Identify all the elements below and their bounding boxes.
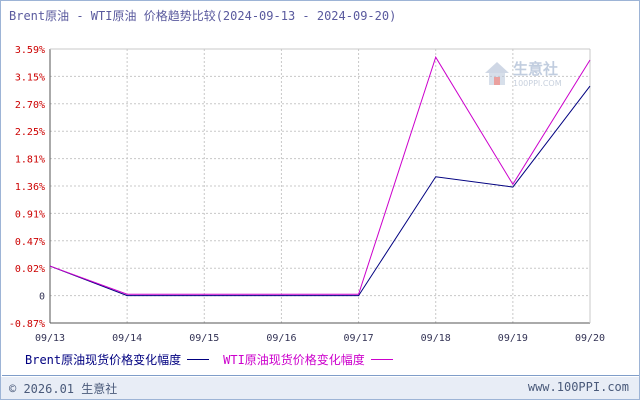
y-tick-label: 1.81% — [15, 155, 45, 166]
legend-swatch — [370, 359, 393, 360]
watermark-logo: 生意社 100PPI.COM — [481, 57, 581, 97]
legend: Brent原油现货价格变化幅度 WTI原油现货价格变化幅度 — [25, 351, 407, 368]
y-tick-label: 0.91% — [15, 209, 45, 220]
legend-swatch — [187, 359, 210, 360]
y-tick-label: 2.70% — [15, 100, 45, 111]
x-axis-tick-labels: 09/13 09/14 09/15 09/16 09/17 09/18 09/19 09/20 — [35, 333, 605, 344]
series-line-1 — [49, 85, 591, 297]
chart-title: Brent原油 - WTI原油 价格趋势比较(2024-09-13 - 2024… — [9, 9, 397, 23]
x-tick-label: 09/19 — [498, 333, 528, 344]
x-tick-label: 09/15 — [189, 333, 219, 344]
y-tick-label: 1.36% — [15, 182, 45, 193]
legend-label: WTI原油现货价格变化幅度 — [223, 353, 365, 367]
x-tick-label: 09/18 — [421, 333, 451, 344]
x-tick-label: 09/17 — [344, 333, 374, 344]
y-tick-label: 3.15% — [15, 72, 45, 83]
y-axis-tick-labels: 3.59% 3.15% 2.70% 2.25% 1.81% 1.36% 0.91% 0.47%… — [9, 45, 45, 330]
legend-entry-1: Brent原油现货价格变化幅度 — [25, 351, 210, 368]
footer-divider — [2, 375, 639, 376]
house-logo-icon — [485, 62, 509, 85]
footer: © 2026.01 生意社 www.100PPI.com — [1, 377, 639, 399]
site-url-link[interactable]: www.100PPI.com — [527, 380, 629, 394]
y-tick-label: 2.25% — [15, 127, 45, 138]
legend-entry-2: WTI原油现货价格变化幅度 — [223, 351, 393, 368]
y-tick-label: 0.02% — [15, 264, 45, 275]
series-lines — [49, 56, 591, 297]
watermark-url: 100PPI.COM — [513, 79, 562, 88]
x-tick-label: 09/14 — [112, 333, 142, 344]
x-tick-label: 09/13 — [35, 333, 65, 344]
y-tick-label: 3.59% — [15, 45, 45, 56]
copyright-text: © 2026.01 生意社 — [9, 382, 118, 396]
x-tick-label: 09/20 — [575, 333, 605, 344]
legend-label: Brent原油现货价格变化幅度 — [25, 353, 182, 367]
series-line-2 — [49, 56, 591, 295]
x-tick-label: 09/16 — [266, 333, 296, 344]
y-tick-label: -0.87% — [9, 319, 45, 330]
y-tick-label: 0.47% — [15, 237, 45, 248]
watermark-name: 生意社 — [513, 60, 558, 78]
y-tick-label: 0 — [39, 292, 45, 303]
axes — [49, 48, 591, 324]
